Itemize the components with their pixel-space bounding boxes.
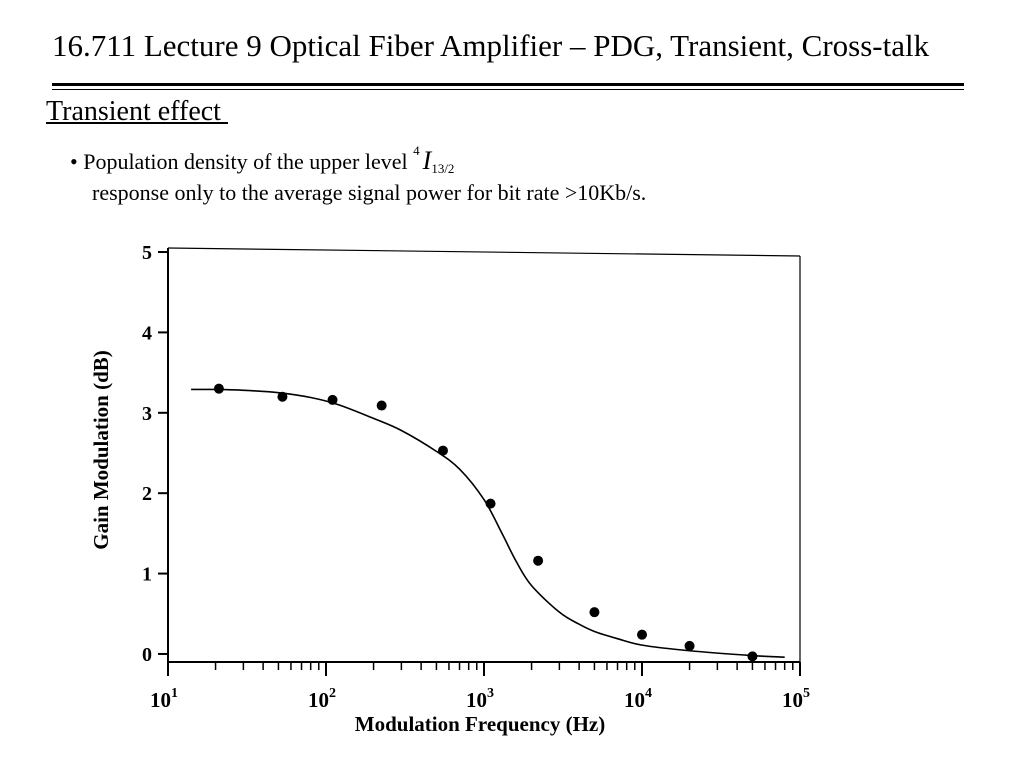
y-tick-label: 1 [142, 564, 152, 586]
x-tick-base: 10 [150, 688, 171, 712]
level-superscript: 4 [413, 143, 420, 158]
x-tick-label: 102 [308, 686, 336, 712]
level-subscript: 13/2 [431, 161, 455, 176]
chart-series [191, 383, 785, 662]
section-title: Transient effect [46, 96, 228, 127]
fit-curve [191, 388, 785, 658]
x-tick-exponent: 4 [645, 686, 652, 701]
bullet-marker: • [70, 149, 78, 174]
data-point [437, 445, 448, 456]
x-axis-ticks: 101 102 103 104 105 [150, 662, 810, 712]
x-axis-label: Modulation Frequency (Hz) [355, 712, 605, 736]
x-tick-label: 104 [624, 686, 652, 712]
x-tick-label: 105 [782, 686, 810, 712]
y-tick-label: 2 [142, 483, 152, 505]
y-tick-label: 0 [142, 644, 152, 666]
x-tick-exponent: 1 [171, 686, 178, 701]
slide-title: 16.711 Lecture 9 Optical Fiber Amplifier… [52, 28, 930, 63]
y-tick-label: 4 [142, 322, 152, 344]
bullet-point: • Population density of the upper level … [70, 143, 454, 177]
data-point [589, 607, 600, 618]
y-tick-label: 5 [142, 242, 152, 264]
data-point [747, 651, 758, 662]
x-tick-base: 10 [624, 688, 645, 712]
data-point [533, 555, 544, 566]
x-tick-base: 10 [308, 688, 329, 712]
x-tick-label: 103 [466, 686, 494, 712]
title-rule-thin [52, 89, 964, 90]
y-axis-ticks: 0 1 2 3 4 5 [142, 242, 168, 666]
title-rule-thick [52, 83, 964, 86]
data-point [637, 629, 647, 640]
x-tick-exponent: 5 [803, 686, 810, 701]
data-point [213, 383, 224, 394]
bullet-text-line2: response only to the average signal powe… [92, 180, 647, 205]
y-tick-label: 3 [142, 403, 152, 425]
level-symbol: I [422, 146, 432, 175]
x-tick-base: 10 [782, 688, 803, 712]
top-border [167, 247, 801, 257]
y-axis-label: Gain Modulation (dB) [89, 350, 113, 550]
x-tick-exponent: 2 [329, 686, 336, 701]
data-point [684, 640, 695, 651]
data-point [376, 400, 387, 411]
bullet-text: Population density of the upper level [83, 149, 408, 174]
x-tick-exponent: 3 [487, 686, 494, 701]
energy-level-label: 4 I13/2 [413, 143, 455, 176]
x-tick-base: 10 [466, 688, 487, 712]
x-tick-label: 101 [150, 686, 178, 712]
plot-frame [167, 247, 801, 663]
